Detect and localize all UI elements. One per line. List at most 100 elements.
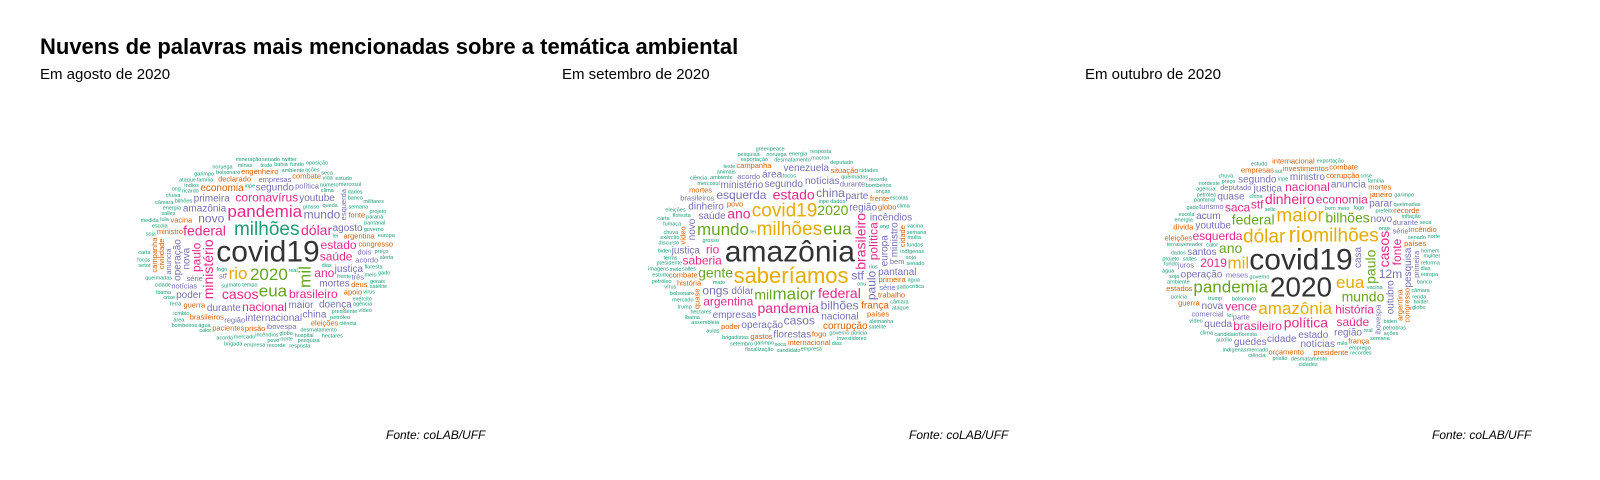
cloud-word: dados (348, 189, 363, 195)
cloud-word: estudo (335, 176, 352, 182)
cloud-word: acordo (737, 172, 760, 181)
cloud-word: exportação (1317, 159, 1344, 165)
cloud-word: pesquisa (298, 338, 321, 344)
cloud-word: onu (857, 282, 866, 288)
cloud-word: floresta (1239, 332, 1258, 338)
cloud-word: vírus (664, 284, 676, 290)
cloud-word: primeira (194, 193, 231, 204)
cloud-word: fumaça (663, 221, 682, 227)
cloud-word: estado (321, 238, 357, 252)
cloud-word: saca (1225, 200, 1251, 214)
cloud-word: brigada (224, 341, 243, 347)
cloud-word: trump (1208, 296, 1222, 302)
cloud-word: crítica (909, 284, 925, 290)
cloud-word: deputado (830, 160, 853, 166)
cloud-word: setor (138, 263, 150, 269)
cloud-word: fiscalização (745, 347, 773, 353)
cloud-word: medida (141, 218, 160, 224)
cloud-word: aulas (706, 329, 719, 335)
cloud-word: novo (1371, 214, 1393, 225)
cloud-word: câmara (890, 300, 909, 306)
cloud-word: congresso (358, 239, 393, 248)
cloud-word: fogo (812, 329, 827, 338)
cloud-word: mercado (234, 335, 255, 341)
cloud-word: parte (846, 191, 869, 202)
cloud-word: ano (1219, 240, 1243, 256)
cloud-word: bem (1325, 206, 1336, 212)
cloud-word: paraná (366, 215, 384, 221)
cloud-word: 2020 (817, 202, 848, 218)
cloud-word: macron (811, 155, 829, 161)
cloud-word: internacional (245, 313, 302, 324)
cloud-word: bilhões (821, 299, 859, 313)
cloud-word: número (320, 182, 339, 188)
cloud-word: prisão (1273, 356, 1288, 362)
cloud-word: países (867, 310, 889, 319)
cloud-word: durante (1393, 218, 1418, 227)
cloud-word: mundo (304, 208, 341, 222)
cloud-word: minas (238, 163, 253, 169)
cloud-word: esquerda (1192, 229, 1242, 243)
cloud-word: bolsonaro (670, 291, 694, 297)
cloud-word: brasileiro (289, 287, 338, 301)
cloud-word: operação (741, 320, 783, 331)
cloud-word: nacional (1285, 180, 1330, 194)
cloud-word: casa (1353, 246, 1364, 268)
cloud-word: combate (1329, 162, 1358, 171)
cloud-word: sul (1275, 169, 1282, 175)
cloud-word: europa (378, 233, 396, 239)
cloud-word: estudo (1251, 162, 1268, 168)
cloud-word: 2020 (250, 265, 288, 284)
cloud-word: saberíamos (734, 263, 849, 288)
cloud-word: rio (706, 242, 720, 256)
cloud-word: estados (1166, 284, 1193, 293)
cloud-word: 2020 (1270, 271, 1332, 302)
cloud-word: soja (1169, 274, 1180, 280)
cloud-word: lei (333, 233, 339, 239)
cloud-word: mortes (689, 186, 712, 195)
cloud-word: investimentos (1283, 164, 1329, 173)
cloud-word: norte (280, 336, 293, 342)
cloud-word: povo (727, 200, 743, 209)
cloud-word: clima (897, 204, 911, 210)
cloud-word: eua (823, 220, 852, 239)
cloud-word: combate (669, 271, 698, 280)
cloud-word: estado (773, 187, 815, 203)
cloud-word: bombeiros (172, 323, 198, 329)
cloud-word: milhões (757, 219, 822, 240)
cloud-word: ibovespa (1374, 304, 1383, 335)
cloud-word: operação (172, 239, 183, 281)
cloud-word: chuva (663, 230, 679, 236)
source-note-october: Fonte: coLAB/UFF (1432, 428, 1532, 442)
cloud-word: mortes (319, 279, 350, 290)
cloud-word: projeto (1162, 256, 1179, 262)
cloud-word: janeiro (1369, 190, 1393, 199)
cloud-word: bombeiros (866, 183, 892, 189)
cloud-word: argentina (343, 231, 375, 240)
cloud-word: ações (305, 168, 320, 174)
cloud-word: prisão (245, 324, 265, 333)
cloud-word: justiça (671, 246, 701, 257)
cloud-word: câmara (1411, 288, 1430, 294)
cloud-word: maior (1276, 206, 1324, 227)
cloud-word: comercial (1192, 310, 1224, 319)
cloud-word: anuncia (164, 248, 173, 275)
cloud-word: greenpeace (756, 146, 785, 152)
cloud-word: garimpo (754, 341, 774, 347)
cloud-word: teste (260, 163, 272, 169)
cloud-word: vacina (171, 215, 194, 224)
cloud-word: mato (713, 280, 725, 286)
cloud-word: pacientes (212, 324, 244, 333)
cloud-word: auxílio (1216, 337, 1232, 343)
cloud-word: anuncia (1331, 180, 1366, 191)
cloud-word: gerais (370, 279, 385, 285)
cloud-word: guerra (183, 301, 206, 310)
cloud-word: hospital (295, 333, 314, 339)
cloud-word: brasileiro (1233, 319, 1282, 333)
cloud-word: floresta (673, 213, 692, 219)
cloud-word: declarado (218, 174, 251, 183)
cloud-word: pesquisa (738, 152, 761, 158)
cloud-word: bolsonaro (1232, 296, 1256, 302)
cloud-word: florestas (773, 329, 811, 340)
cloud-word: militares (363, 199, 384, 205)
